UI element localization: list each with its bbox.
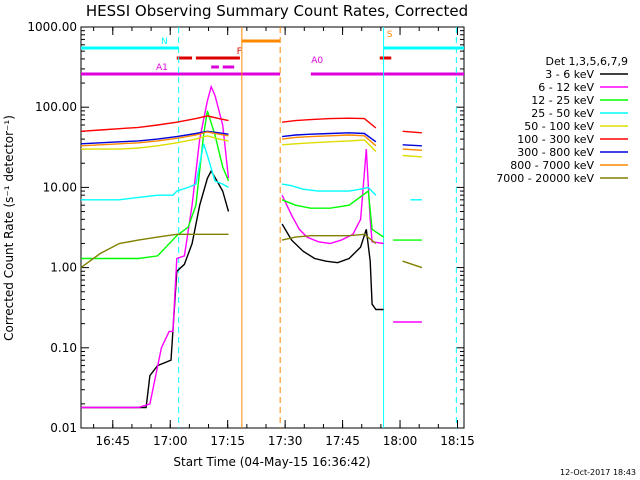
series-line: [281, 223, 384, 311]
x-tick-labels: 16:45 17:00 17:15 17:30 17:45 18:00 18:15: [95, 434, 474, 448]
x-tick-label: 18:15: [440, 434, 475, 448]
series-line: [80, 131, 229, 147]
series-line: [281, 183, 377, 196]
event-markers: [178, 27, 457, 428]
y-tick-label: 100.00: [35, 100, 77, 114]
x-tick-label: 17:00: [153, 434, 188, 448]
series-line: [80, 115, 229, 132]
series-line: [80, 130, 229, 145]
legend-label: 6 - 12 keV: [538, 81, 594, 94]
series-line: [282, 132, 377, 143]
legend-title: Det 1,3,5,6,7,9: [545, 55, 628, 68]
x-axis-label: Start Time (04-May-15 16:36:42): [173, 455, 370, 469]
series-line: [281, 189, 384, 238]
series-line: [81, 135, 229, 150]
y-tick-label: 1000.00: [27, 20, 77, 34]
legend-label: 800 - 7000 keV: [510, 159, 594, 172]
flag-label-a1: A1: [156, 63, 168, 73]
series-line: [80, 233, 229, 269]
flag-label-s: S: [387, 30, 393, 40]
flag-label-a0: A0: [311, 56, 323, 66]
x-tick-label: 17:45: [325, 434, 360, 448]
series-line: [402, 260, 423, 269]
series-line: [281, 233, 377, 245]
legend-label: 300 - 800 keV: [517, 146, 594, 159]
y-tick-labels: 0.01 0.10 1.00 10.00 100.00 1000.00: [27, 20, 77, 435]
series-line: [402, 148, 422, 151]
x-tick-label: 16:45: [95, 434, 130, 448]
series-line: [402, 154, 422, 158]
flag-bars: N S F A0 A1: [81, 30, 464, 76]
y-tick-label: 10.00: [43, 180, 77, 194]
series-line: [81, 110, 230, 260]
y-axis-label: Corrected Count Rate (s⁻¹ detector⁻¹): [2, 115, 16, 341]
tick-marks: [81, 26, 464, 429]
legend-label: 100 - 300 keV: [517, 133, 594, 146]
x-tick-label: 17:15: [210, 434, 245, 448]
series-line: [282, 139, 377, 152]
y-tick-label: 0.01: [50, 421, 77, 435]
series-line: [282, 134, 377, 147]
flag-label-f: F: [237, 47, 242, 57]
legend-label: 7000 - 20000 keV: [496, 172, 594, 185]
plot-frame: [80, 26, 465, 429]
series-line: [282, 117, 377, 129]
flag-label-n: N: [161, 37, 168, 47]
legend-label: 3 - 6 keV: [545, 68, 594, 81]
series-line: [81, 143, 229, 201]
series-line: [81, 84, 230, 409]
y-tick-label: 0.10: [50, 341, 77, 355]
datestamp: 12-Oct-2017 18:43: [560, 468, 636, 477]
legend-label: 12 - 25 keV: [531, 94, 594, 107]
y-tick-label: 1.00: [50, 261, 77, 275]
chart-title: HESSI Observing Summary Count Rates, Cor…: [86, 2, 468, 20]
legend-label: 25 - 50 keV: [531, 107, 594, 120]
legend-label: 50 - 100 keV: [524, 120, 594, 133]
x-tick-label: 18:00: [383, 434, 418, 448]
series-line: [281, 149, 384, 245]
series-line: [81, 169, 230, 409]
series-line: [402, 144, 422, 147]
series-line: [402, 130, 422, 134]
x-tick-label: 17:30: [268, 434, 303, 448]
series-lines: [80, 84, 423, 409]
